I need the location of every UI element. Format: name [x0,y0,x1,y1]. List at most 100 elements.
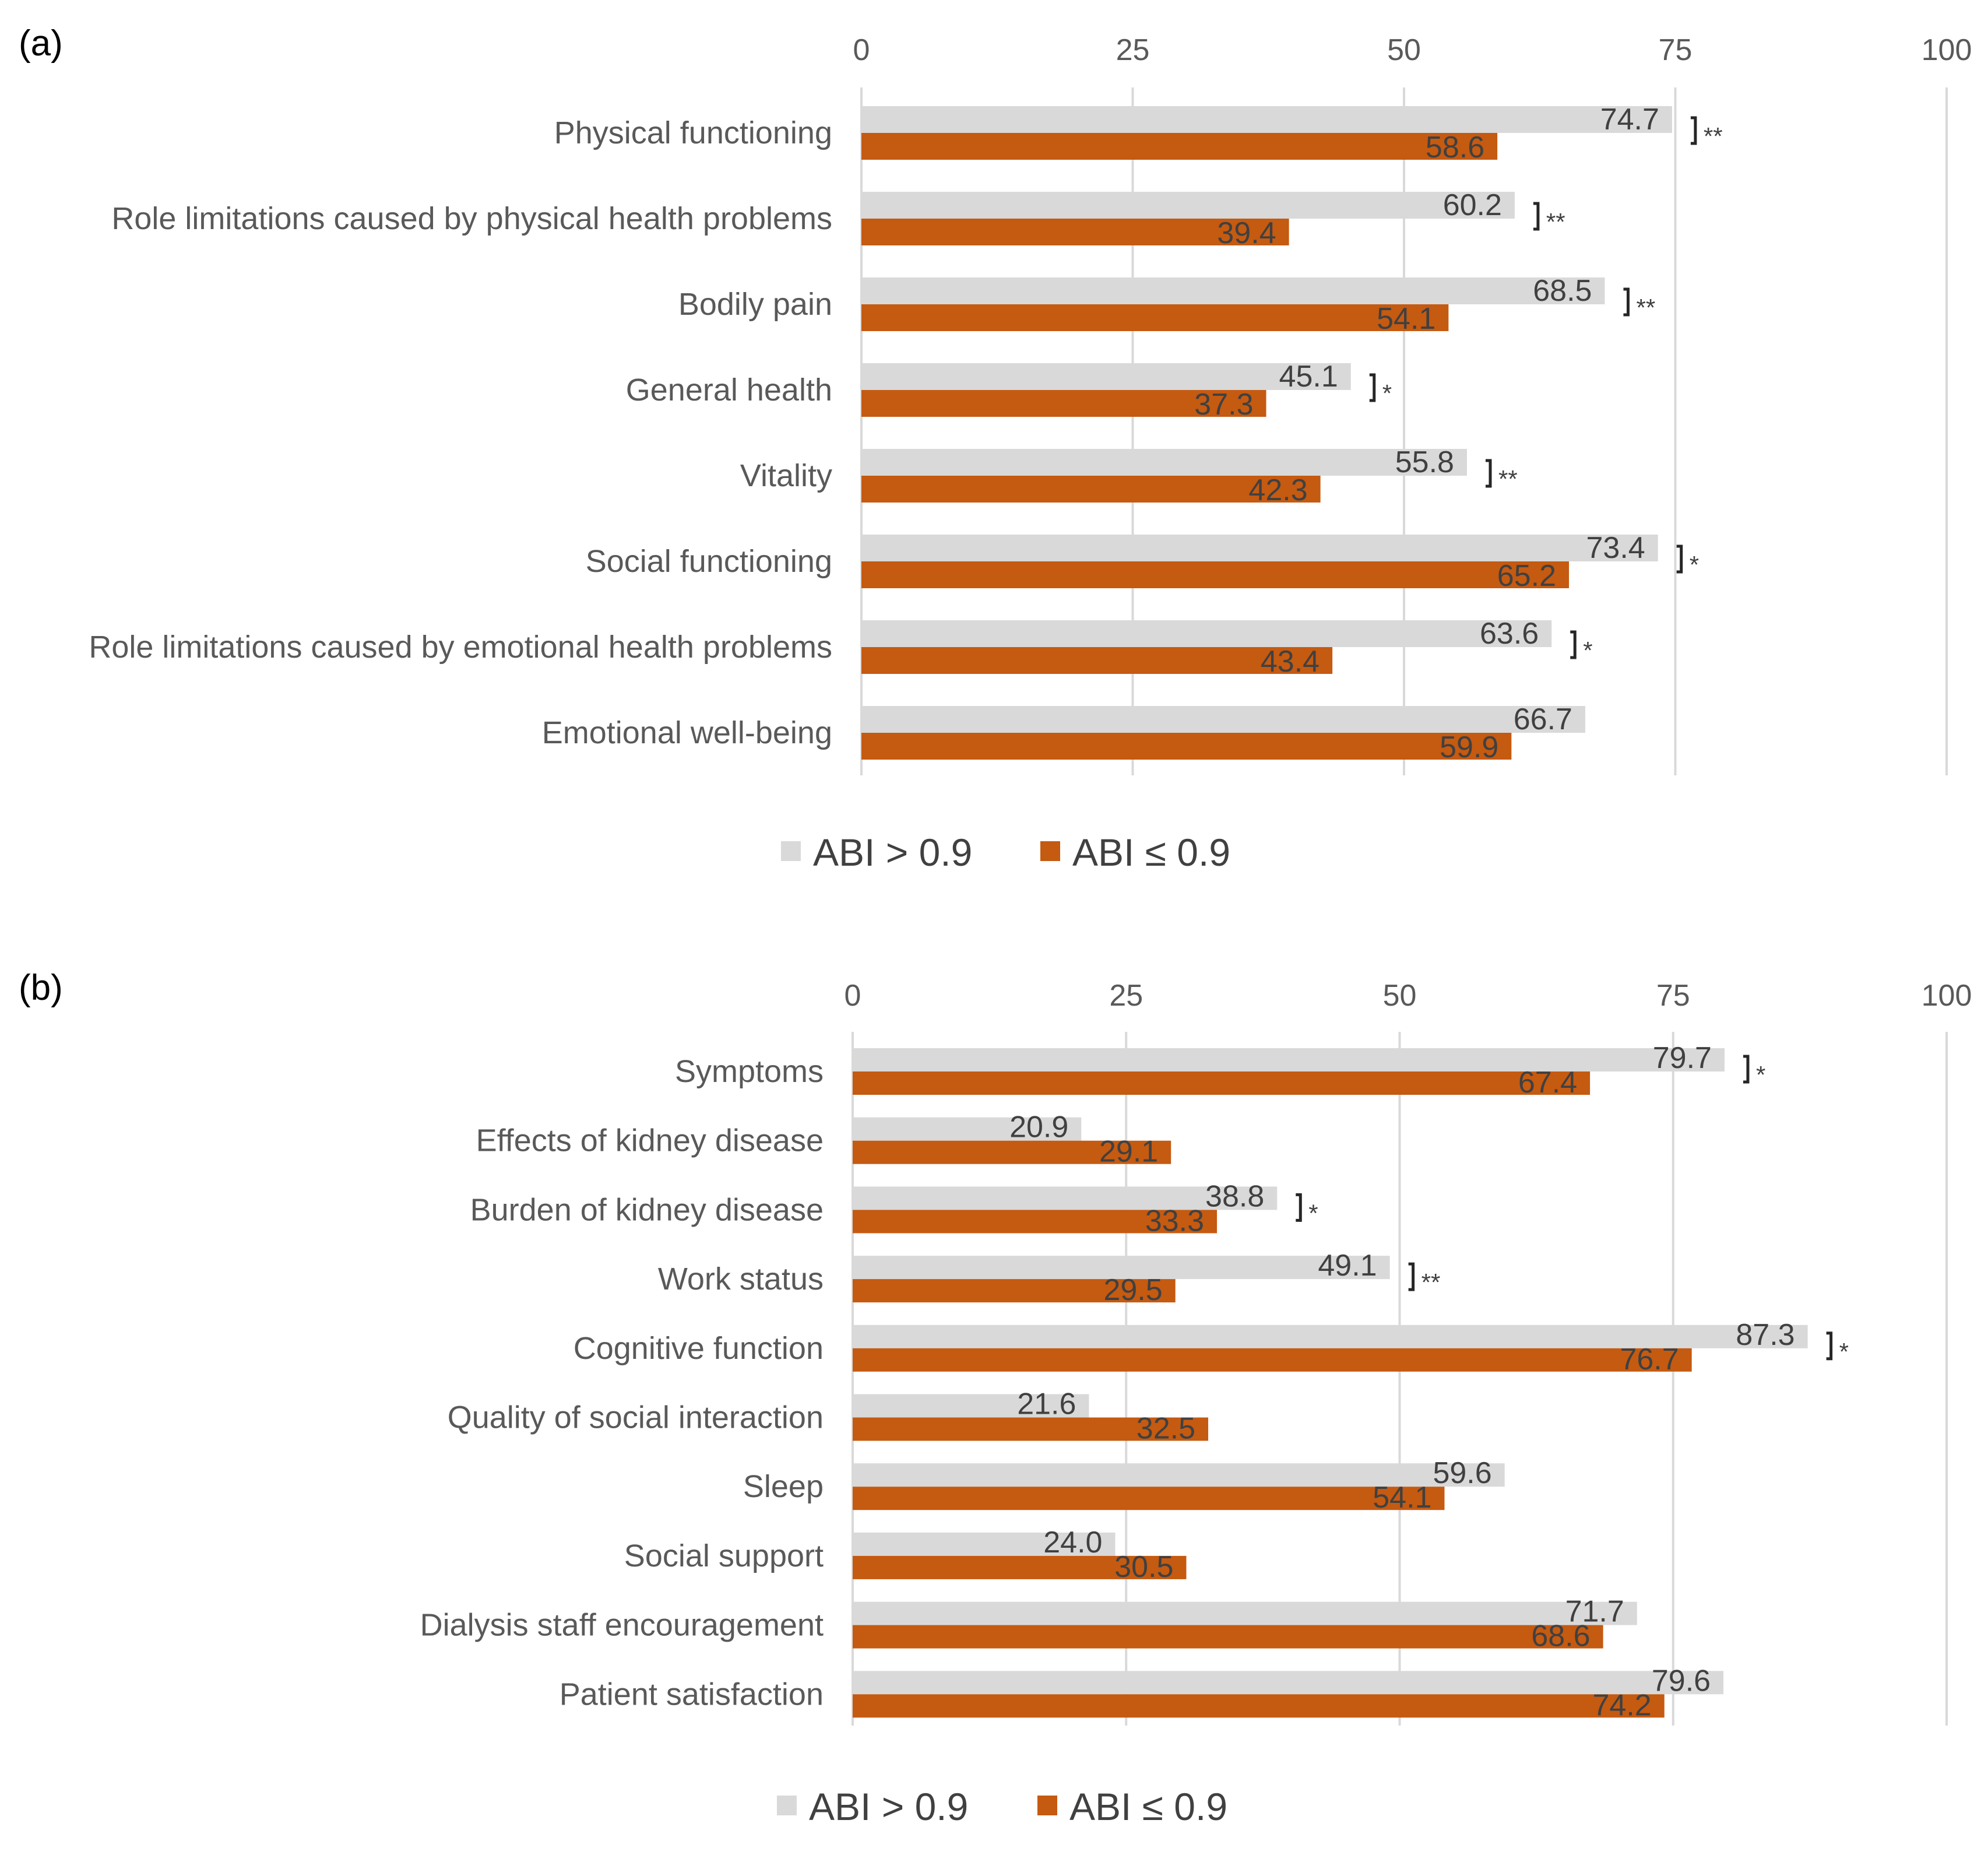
data-label-abi-high: 45.1 [1279,360,1338,394]
legend-label-abi-high: ABI > 0.9 [809,1785,968,1828]
data-label-abi-low: 76.7 [1620,1343,1679,1376]
significance-marker: ** [1546,208,1565,236]
significance-bracket [1676,544,1683,574]
data-label-abi-low: 32.5 [1136,1412,1195,1446]
significance-marker: * [1839,1338,1849,1365]
significance-bracket [1369,373,1376,402]
data-label-abi-high: 66.7 [1514,702,1572,736]
data-label-abi-low: 74.2 [1593,1688,1652,1722]
category-label: Dialysis staff encouragement [420,1608,824,1643]
significance-marker: * [1690,551,1699,578]
bar-abi-low [853,1279,1176,1303]
data-label-abi-high: 38.8 [1205,1179,1264,1213]
data-label-abi-high: 87.3 [1736,1318,1795,1352]
category-label: Cognitive function [573,1331,824,1366]
significance-marker: ** [1636,294,1655,321]
data-label-abi-high: 68.5 [1533,274,1592,308]
x-tick-label: 100 [1922,979,1972,1013]
data-label-abi-low: 39.4 [1217,216,1276,250]
bar-abi-low [861,304,1449,331]
significance-bracket [1690,116,1697,145]
category-label: Effects of kidney disease [476,1123,824,1158]
data-label-abi-high: 55.8 [1395,445,1454,479]
category-label: General health [626,373,832,407]
bar-abi-high [853,1671,1724,1695]
category-label: Symptoms [675,1054,824,1089]
data-label-abi-low: 68.6 [1531,1619,1590,1653]
data-label-abi-low: 65.2 [1497,559,1556,593]
bar-abi-low [853,1694,1665,1718]
bar-abi-high [861,449,1467,476]
bar-abi-high [861,192,1515,219]
x-tick-label: 75 [1659,33,1693,67]
x-tick-label: 100 [1922,33,1972,67]
significance-marker: * [1583,637,1592,664]
legend-label-abi-low: ABI ≤ 0.9 [1072,831,1230,874]
bar-abi-low [853,1071,1591,1095]
bar-abi-low [853,1417,1209,1441]
significance-bracket [1826,1331,1833,1361]
x-tick-label: 0 [845,979,861,1013]
bar-abi-high [853,1256,1390,1280]
legend-swatch-abi-high [781,841,801,861]
bar-abi-high [853,1394,1089,1418]
data-label-abi-high: 24.0 [1043,1526,1102,1559]
data-label-abi-low: 58.6 [1426,131,1484,164]
bar-abi-high [861,106,1672,133]
significance-bracket [1570,630,1577,659]
bar-abi-low [853,1555,1187,1579]
x-tick-label: 75 [1656,979,1690,1013]
bar-abi-high [861,706,1585,733]
category-label: Role limitations caused by emotional hea… [89,630,832,665]
significance-marker: ** [1704,122,1723,150]
data-label-abi-high: 49.1 [1318,1249,1377,1283]
bar-abi-high [853,1532,1116,1556]
data-label-abi-low: 37.3 [1194,388,1253,421]
bar-abi-high [861,620,1552,647]
bar-abi-low [861,561,1570,588]
category-label: Sleep [743,1469,824,1504]
data-label-abi-low: 59.9 [1440,730,1498,764]
significance-bracket [1623,287,1630,317]
bar-abi-low [853,1625,1603,1649]
bar-abi-low [861,133,1498,160]
bar-abi-high [853,1117,1082,1141]
data-label-abi-low: 33.3 [1145,1204,1204,1238]
bar-abi-low [861,647,1333,674]
category-label: Burden of kidney disease [470,1192,824,1227]
bar-abi-high [861,363,1351,390]
data-label-abi-low: 43.4 [1261,645,1320,679]
category-label: Social support [624,1538,824,1573]
data-label-abi-low: 54.1 [1373,1481,1431,1515]
x-tick-label: 50 [1383,979,1417,1013]
category-label: Physical functioning [554,115,832,150]
data-label-abi-low: 67.4 [1518,1066,1577,1099]
data-label-abi-low: 29.5 [1103,1273,1162,1307]
data-label-abi-high: 71.7 [1565,1595,1624,1629]
data-label-abi-high: 60.2 [1443,188,1502,222]
bar-abi-low [861,390,1266,417]
data-label-abi-low: 54.1 [1377,302,1435,336]
x-tick-label: 0 [853,33,870,67]
significance-bracket [1408,1262,1415,1291]
data-label-abi-high: 79.6 [1652,1664,1711,1698]
bar-abi-high [853,1048,1725,1071]
category-label: Work status [658,1262,824,1297]
x-tick-label: 25 [1116,33,1150,67]
bar-abi-high [861,535,1658,561]
category-label: Bodily pain [678,287,832,322]
bar-abi-low [853,1210,1218,1234]
legend-swatch-abi-low [1037,1796,1057,1815]
significance-marker: ** [1421,1269,1441,1296]
data-label-abi-low: 42.3 [1248,473,1307,507]
significance-bracket [1296,1193,1302,1222]
data-label-abi-high: 79.7 [1653,1041,1712,1075]
legend-label-abi-low: ABI ≤ 0.9 [1069,1785,1227,1828]
significance-bracket [1743,1055,1750,1084]
bar-abi-high [853,1186,1278,1210]
legend-swatch-abi-high [777,1796,797,1815]
legend-swatch-abi-low [1040,841,1060,861]
data-label-abi-high: 21.6 [1017,1387,1076,1421]
